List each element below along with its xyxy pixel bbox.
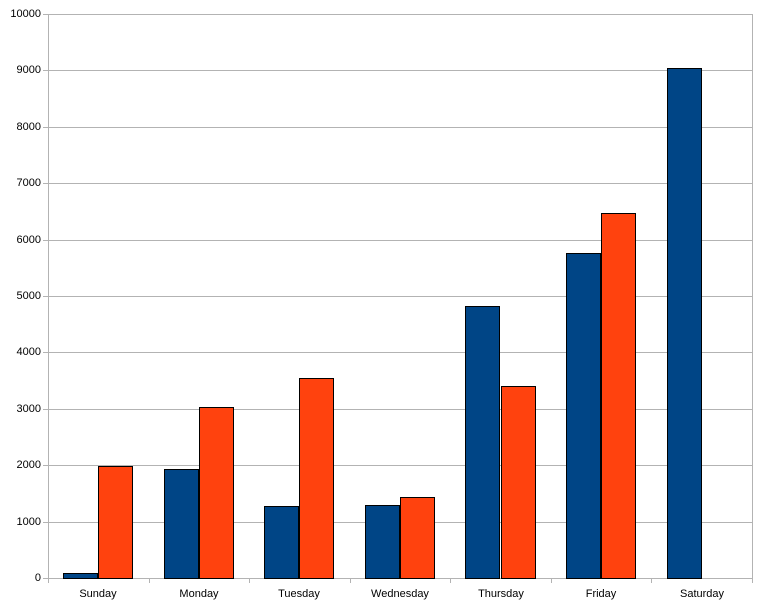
y-tick-label: 4000 xyxy=(16,346,41,358)
y-tick-label: 8000 xyxy=(16,121,41,133)
bar-series_2-friday xyxy=(601,213,636,579)
y-tick-label: 3000 xyxy=(16,403,41,415)
y-tick-mark xyxy=(43,409,48,410)
y-tick-label: 2000 xyxy=(16,459,41,471)
bar-series_1-friday xyxy=(566,253,601,579)
y-tick-mark xyxy=(43,14,48,15)
y-tick-mark xyxy=(43,352,48,353)
gridline xyxy=(48,296,752,297)
bar-series_1-wednesday xyxy=(365,505,400,579)
gridline xyxy=(48,70,752,71)
x-tick-mark xyxy=(149,579,150,583)
gridline xyxy=(48,352,752,353)
gridline xyxy=(48,409,752,410)
category-label-friday: Friday xyxy=(585,588,617,600)
gridline xyxy=(48,465,752,466)
y-tick-label: 0 xyxy=(34,572,41,584)
y-tick-mark xyxy=(43,465,48,466)
y-tick-label: 7000 xyxy=(16,177,41,189)
bar-series_1-tuesday xyxy=(264,506,299,579)
x-tick-mark xyxy=(651,579,652,583)
bar-series_1-saturday xyxy=(667,68,702,579)
gridline xyxy=(48,240,752,241)
category-label-thursday: Thursday xyxy=(478,588,524,600)
bar-series_2-thursday xyxy=(501,386,536,579)
category-label-sunday: Sunday xyxy=(79,588,117,600)
y-tick-mark xyxy=(43,522,48,523)
y-tick-label: 9000 xyxy=(16,64,41,76)
x-tick-mark xyxy=(350,579,351,583)
gridline xyxy=(48,183,752,184)
category-label-wednesday: Wednesday xyxy=(371,588,429,600)
category-label-monday: Monday xyxy=(179,588,219,600)
y-tick-label: 5000 xyxy=(16,290,41,302)
category-label-tuesday: Tuesday xyxy=(278,588,320,600)
y-tick-mark xyxy=(43,183,48,184)
y-tick-mark xyxy=(43,70,48,71)
bar-series_2-wednesday xyxy=(400,497,435,579)
y-tick-mark xyxy=(43,240,48,241)
y-tick-mark xyxy=(43,578,48,579)
x-tick-mark xyxy=(752,579,753,583)
gridline xyxy=(48,127,752,128)
bar-series_2-tuesday xyxy=(299,378,334,579)
y-tick-label: 6000 xyxy=(16,234,41,246)
bar-series_2-monday xyxy=(199,407,234,579)
y-tick-label: 1000 xyxy=(16,516,41,528)
y-tick-label: 10000 xyxy=(10,8,41,20)
bar-series_1-monday xyxy=(164,469,199,579)
y-tick-mark xyxy=(43,296,48,297)
x-tick-mark xyxy=(450,579,451,583)
x-tick-mark xyxy=(48,579,49,583)
gridline xyxy=(48,14,752,15)
plot-right-border xyxy=(752,14,753,579)
bar-series_1-thursday xyxy=(465,306,500,579)
y-axis-line xyxy=(48,14,49,578)
category-label-saturday: Saturday xyxy=(679,588,725,600)
y-tick-mark xyxy=(43,127,48,128)
bar-series_2-sunday xyxy=(98,466,133,579)
bar-series_1-sunday xyxy=(63,573,98,579)
x-tick-mark xyxy=(551,579,552,583)
x-tick-mark xyxy=(249,579,250,583)
